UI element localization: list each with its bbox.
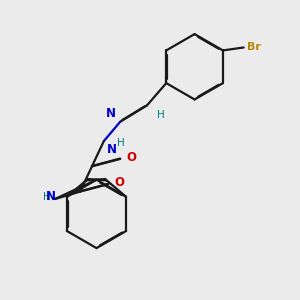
Text: O: O: [115, 176, 125, 189]
Text: H: H: [117, 138, 125, 148]
Text: N: N: [107, 142, 117, 156]
Text: O: O: [127, 151, 137, 164]
Text: N: N: [106, 107, 116, 120]
Text: Br: Br: [247, 42, 261, 52]
Text: N: N: [46, 190, 56, 203]
Text: H: H: [158, 110, 165, 120]
Text: H: H: [43, 192, 50, 202]
